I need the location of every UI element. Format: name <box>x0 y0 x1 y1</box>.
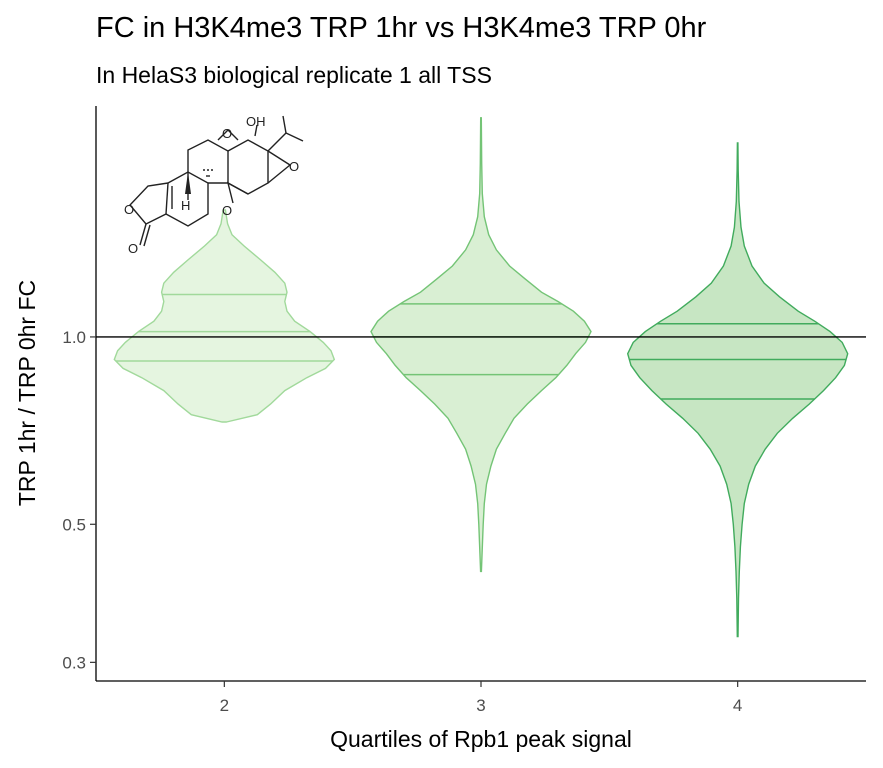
chart-subtitle: In HelaS3 biological replicate 1 all TSS <box>96 62 492 88</box>
y-tick-label: 0.5 <box>62 515 86 534</box>
violin-3 <box>370 117 592 573</box>
x-axis-title: Quartiles of Rpb1 peak signal <box>330 726 632 752</box>
y-tick-label: 0.3 <box>62 653 86 672</box>
x-tick-label: 2 <box>220 696 229 715</box>
y-axis-title: TRP 1hr / TRP 0hr FC <box>14 280 40 506</box>
x-tick-label: 3 <box>476 696 485 715</box>
chart-title: FC in H3K4me3 TRP 1hr vs H3K4me3 TRP 0hr <box>96 12 707 44</box>
ticks-layer: 0.3 0.5 1.0 2 3 4 <box>62 328 742 715</box>
x-tick-label: 4 <box>733 696 742 715</box>
violin-4 <box>626 142 849 638</box>
hydroxyl-label: OH <box>246 114 266 129</box>
violin-body-3 <box>370 117 592 573</box>
triptolide-structure-icon <box>129 115 304 247</box>
epoxide-oxygen-label: O <box>222 126 232 141</box>
epoxide-oxygen-label-2: O <box>222 203 232 218</box>
y-tick-label: 1.0 <box>62 328 86 347</box>
ring-oxygen-label: O <box>124 202 134 217</box>
violin-2 <box>113 209 336 423</box>
violin-body-2 <box>113 209 336 423</box>
violins-layer <box>113 117 849 638</box>
hydrogen-label: H <box>181 198 190 213</box>
carbonyl-oxygen-label: O <box>128 241 138 256</box>
epoxide-oxygen-label-3: O <box>289 159 299 174</box>
violin-body-4 <box>626 142 849 638</box>
stereo-wedge <box>185 172 191 194</box>
